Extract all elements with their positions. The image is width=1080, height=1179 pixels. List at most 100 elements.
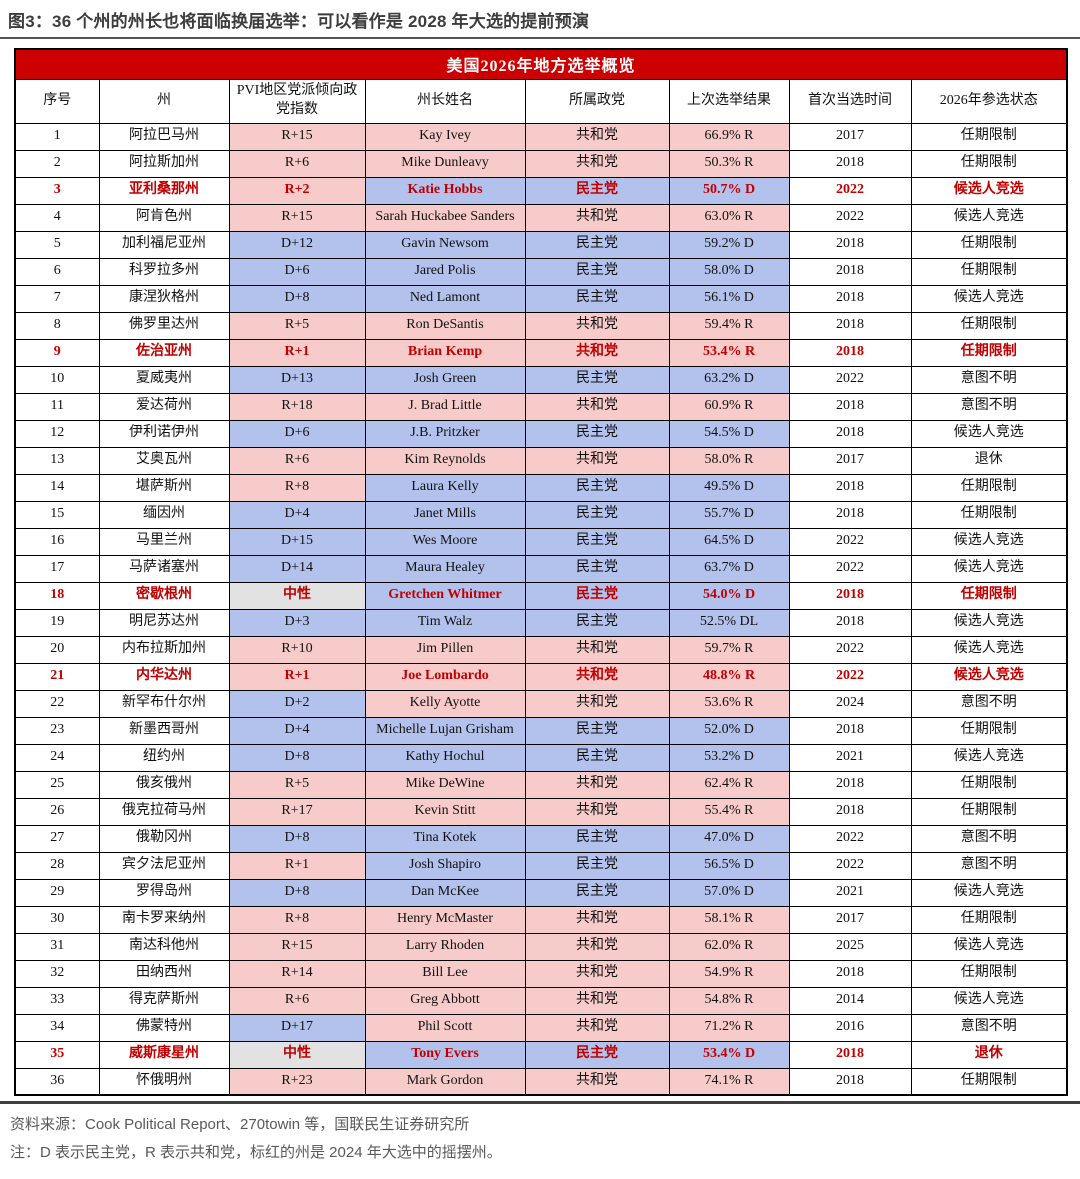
row-number-cell: 30 (14, 905, 100, 934)
state-name-cell: 爱达荷州 (98, 392, 230, 421)
status-2026-cell: 候选人竞选 (910, 986, 1068, 1015)
table-row: 25 俄亥俄州 R+5 Mike DeWine 共和党 62.4% R 2018 任期限制 (14, 770, 1068, 799)
party-affiliation-cell: 民主党 (524, 176, 670, 205)
state-name-cell: 得克萨斯州 (98, 986, 230, 1015)
row-number-cell: 24 (14, 743, 100, 772)
party-affiliation-cell: 民主党 (524, 500, 670, 529)
status-2026-cell: 任期限制 (910, 311, 1068, 340)
governor-name-cell: Michelle Lujan Grisham (364, 716, 526, 745)
table-row: 16 马里兰州 D+15 Wes Moore 民主党 64.5% D 2022 候选人竞选 (14, 527, 1068, 556)
row-number-cell: 15 (14, 500, 100, 529)
state-name-cell: 康涅狄格州 (98, 284, 230, 313)
column-header: 首次当选时间 (788, 78, 912, 124)
party-affiliation-cell: 共和党 (524, 311, 670, 340)
party-affiliation-cell: 共和党 (524, 662, 670, 691)
table-row: 26 俄克拉荷马州 R+17 Kevin Stitt 共和党 55.4% R 2018 任期限… (14, 797, 1068, 826)
table-row: 28 宾夕法尼亚州 R+1 Josh Shapiro 民主党 56.5% D 2022 意图不… (14, 851, 1068, 880)
last-result-cell: 54.9% R (668, 959, 790, 988)
state-name-cell: 新墨西哥州 (98, 716, 230, 745)
pvi-index-cell: R+5 (228, 311, 366, 340)
governor-name-cell: Jim Pillen (364, 635, 526, 664)
status-2026-cell: 任期限制 (910, 338, 1068, 367)
status-2026-cell: 意图不明 (910, 392, 1068, 421)
table-row: 11 爱达荷州 R+18 J. Brad Little 共和党 60.9% R 2018 意图… (14, 392, 1068, 421)
party-affiliation-cell: 共和党 (524, 905, 670, 934)
first-elected-cell: 2018 (788, 500, 912, 529)
first-elected-cell: 2021 (788, 878, 912, 907)
governor-name-cell: Janet Mills (364, 500, 526, 529)
first-elected-cell: 2018 (788, 257, 912, 286)
state-name-cell: 科罗拉多州 (98, 257, 230, 286)
governor-name-cell: Joe Lombardo (364, 662, 526, 691)
table-row: 34 佛蒙特州 D+17 Phil Scott 共和党 71.2% R 2016 意图不明 (14, 1013, 1068, 1042)
table-row: 6 科罗拉多州 D+6 Jared Polis 民主党 58.0% D 2018 任期限制 (14, 257, 1068, 286)
status-2026-cell: 任期限制 (910, 716, 1068, 745)
pvi-index-cell: R+23 (228, 1067, 366, 1096)
table-row: 12 伊利诺伊州 D+6 J.B. Pritzker 民主党 54.5% D 2018 候选人… (14, 419, 1068, 448)
governor-name-cell: Gavin Newsom (364, 230, 526, 259)
table-row: 24 纽约州 D+8 Kathy Hochul 民主党 53.2% D 2021 候选人竞选 (14, 743, 1068, 772)
status-2026-cell: 任期限制 (910, 581, 1068, 610)
pvi-index-cell: R+10 (228, 635, 366, 664)
last-result-cell: 60.9% R (668, 392, 790, 421)
pvi-index-cell: D+6 (228, 257, 366, 286)
table-row: 17 马萨诸塞州 D+14 Maura Healey 民主党 63.7% D 2022 候选人… (14, 554, 1068, 583)
state-name-cell: 加利福尼亚州 (98, 230, 230, 259)
table-row: 7 康涅狄格州 D+8 Ned Lamont 民主党 56.1% D 2018 候选人竞选 (14, 284, 1068, 313)
table-row: 19 明尼苏达州 D+3 Tim Walz 民主党 52.5% DL 2018 候选人竞选 (14, 608, 1068, 637)
last-result-cell: 66.9% R (668, 122, 790, 151)
first-elected-cell: 2018 (788, 1067, 912, 1096)
state-name-cell: 阿拉斯加州 (98, 149, 230, 178)
table-row: 32 田纳西州 R+14 Bill Lee 共和党 54.9% R 2018 任期限制 (14, 959, 1068, 988)
first-elected-cell: 2018 (788, 770, 912, 799)
first-elected-cell: 2016 (788, 1013, 912, 1042)
table-row: 21 内华达州 R+1 Joe Lombardo 共和党 48.8% R 2022 候选人竞选 (14, 662, 1068, 691)
state-name-cell: 南达科他州 (98, 932, 230, 961)
party-affiliation-cell: 共和党 (524, 1013, 670, 1042)
status-2026-cell: 任期限制 (910, 230, 1068, 259)
pvi-index-cell: D+15 (228, 527, 366, 556)
governor-name-cell: Phil Scott (364, 1013, 526, 1042)
state-name-cell: 密歇根州 (98, 581, 230, 610)
first-elected-cell: 2022 (788, 554, 912, 583)
governor-name-cell: Ron DeSantis (364, 311, 526, 340)
state-name-cell: 内布拉斯加州 (98, 635, 230, 664)
pvi-index-cell: D+4 (228, 716, 366, 745)
election-overview-table: 美国2026年地方选举概览 序号州 PVI地区党派倾向政党指数 州长姓名 所属政党 上次… (14, 48, 1069, 1096)
row-number-cell: 29 (14, 878, 100, 907)
pvi-index-cell: R+17 (228, 797, 366, 826)
row-number-cell: 2 (14, 149, 100, 178)
row-number-cell: 6 (14, 257, 100, 286)
table-row: 33 得克萨斯州 R+6 Greg Abbott 共和党 54.8% R 2014 候选人竞选 (14, 986, 1068, 1015)
status-2026-cell: 任期限制 (910, 1067, 1068, 1096)
table-row: 22 新罕布什尔州 D+2 Kelly Ayotte 共和党 53.6% R 2024 意图不… (14, 689, 1068, 718)
last-result-cell: 56.1% D (668, 284, 790, 313)
status-2026-cell: 退休 (910, 446, 1068, 475)
row-number-cell: 12 (14, 419, 100, 448)
row-number-cell: 9 (14, 338, 100, 367)
governor-name-cell: Brian Kemp (364, 338, 526, 367)
party-affiliation-cell: 民主党 (524, 284, 670, 313)
row-number-cell: 25 (14, 770, 100, 799)
last-result-cell: 59.4% R (668, 311, 790, 340)
row-number-cell: 5 (14, 230, 100, 259)
pvi-index-cell: R+1 (228, 851, 366, 880)
last-result-cell: 54.5% D (668, 419, 790, 448)
row-number-cell: 17 (14, 554, 100, 583)
column-header: 2026年参选状态 (910, 78, 1068, 124)
last-result-cell: 59.7% R (668, 635, 790, 664)
pvi-index-cell: R+8 (228, 473, 366, 502)
party-affiliation-cell: 民主党 (524, 554, 670, 583)
governor-name-cell: Mark Gordon (364, 1067, 526, 1096)
governor-name-cell: Kathy Hochul (364, 743, 526, 772)
first-elected-cell: 2018 (788, 797, 912, 826)
last-result-cell: 53.4% R (668, 338, 790, 367)
status-2026-cell: 候选人竞选 (910, 527, 1068, 556)
first-elected-cell: 2022 (788, 176, 912, 205)
pvi-index-cell: R+6 (228, 986, 366, 1015)
pvi-index-cell: R+6 (228, 149, 366, 178)
last-result-cell: 52.5% DL (668, 608, 790, 637)
column-header: 序号 (14, 78, 100, 124)
party-affiliation-cell: 民主党 (524, 878, 670, 907)
party-affiliation-cell: 共和党 (524, 986, 670, 1015)
